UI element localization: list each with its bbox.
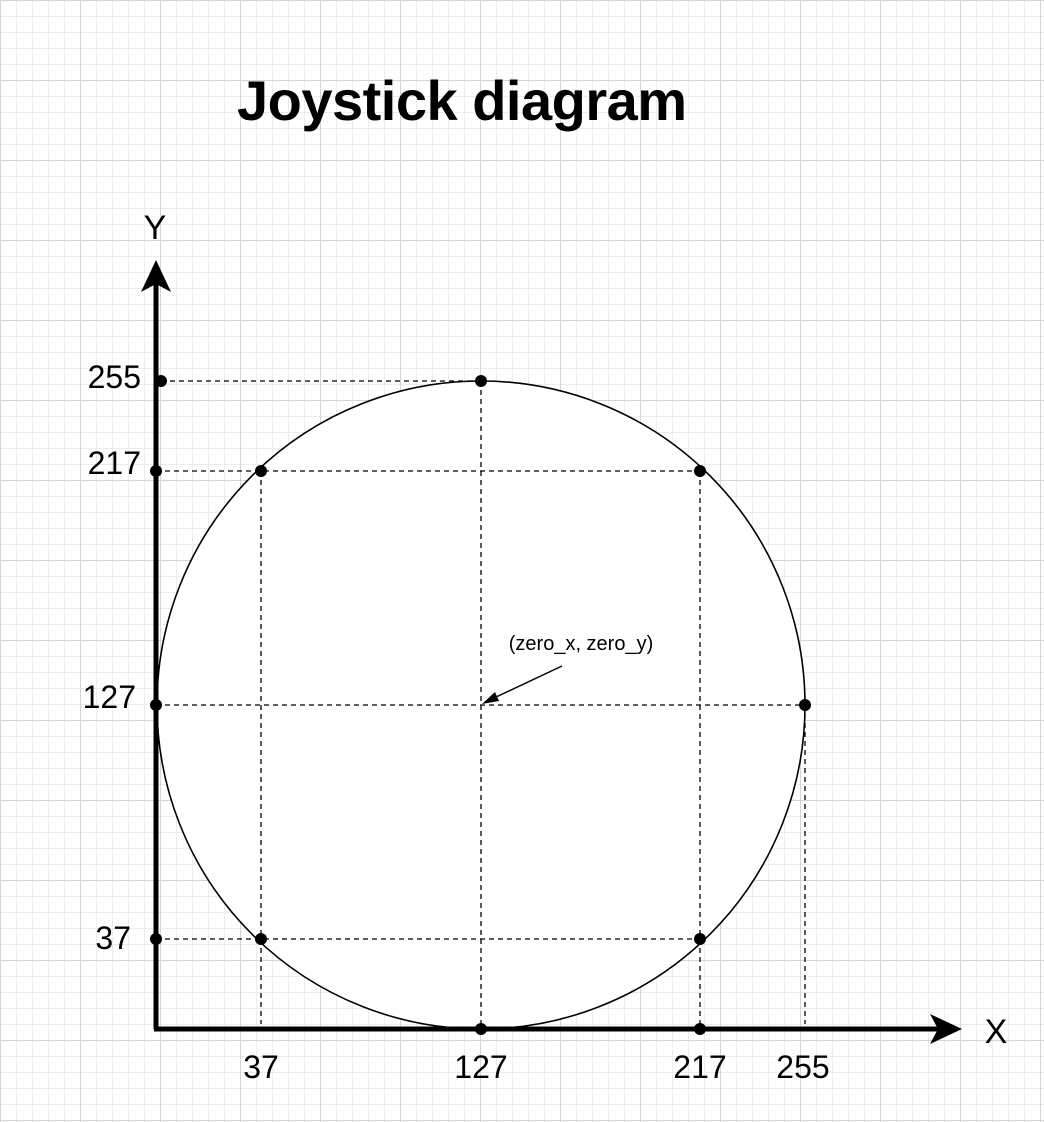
diagram-title: Joystick diagram xyxy=(237,69,687,132)
y-tick-label-127: 127 xyxy=(83,679,136,715)
y-axis-point-127 xyxy=(150,699,162,711)
x-axis-arrowhead xyxy=(930,1014,962,1044)
y-tick-label-217: 217 xyxy=(88,445,141,481)
y-axis-label: Y xyxy=(144,209,167,247)
point-217-217 xyxy=(694,465,706,477)
x-tick-label-217: 217 xyxy=(673,1049,726,1085)
point-127-0 xyxy=(475,1023,487,1035)
annotation-arrow-line xyxy=(493,665,563,699)
y-tick-label-37: 37 xyxy=(95,920,131,956)
y-axis-arrowhead xyxy=(141,260,171,292)
x-tick-label-127: 127 xyxy=(454,1049,507,1085)
y-axis-point-217 xyxy=(150,465,162,477)
point-255-127 xyxy=(799,699,811,711)
point-127-255 xyxy=(475,375,487,387)
point-217-37 xyxy=(694,933,706,945)
guide-lines xyxy=(156,380,806,1024)
y-axis-point-37 xyxy=(150,933,162,945)
x-tick-label-37: 37 xyxy=(243,1049,279,1085)
point-217-0 xyxy=(694,1023,706,1035)
y-axis-point-255 xyxy=(155,375,167,387)
x-tick-label-255: 255 xyxy=(776,1049,829,1085)
y-tick-label-255: 255 xyxy=(88,359,141,395)
center-annotation: (zero_x, zero_y) xyxy=(509,633,654,655)
annotation-arrowhead xyxy=(482,692,499,704)
data-points xyxy=(150,375,811,1035)
point-37-37 xyxy=(255,933,267,945)
x-axis-label: X xyxy=(985,1013,1008,1051)
point-37-217 xyxy=(255,465,267,477)
